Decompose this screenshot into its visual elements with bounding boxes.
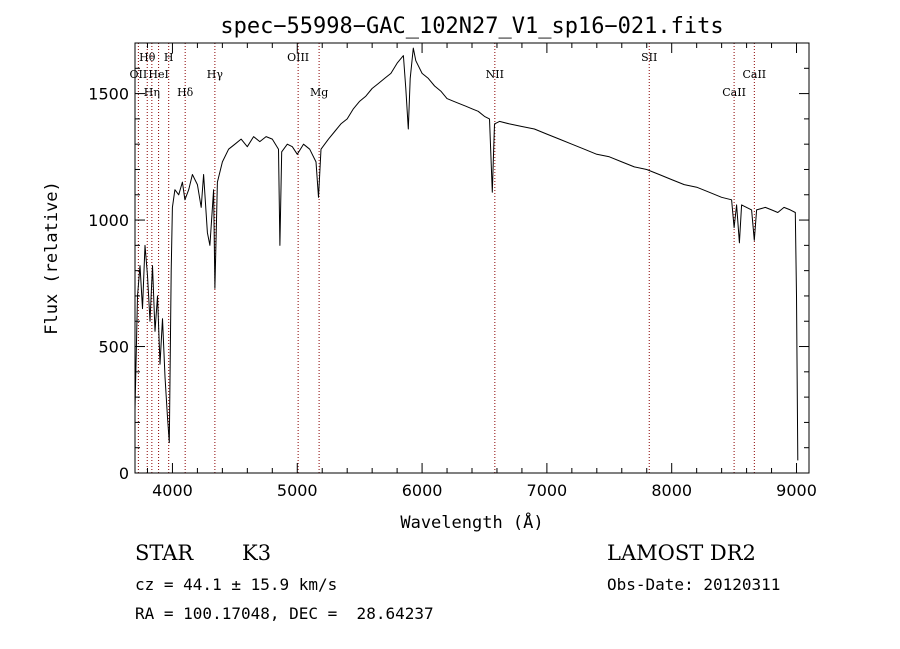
y-axis-label: Flux (relative) (42, 181, 62, 335)
x-axis-label: Wavelength (Å) (400, 511, 543, 533)
spectral-line-label: Hη (144, 86, 160, 99)
spectral-line-label: Hγ (207, 68, 224, 81)
spectral-line-label: HeI (148, 68, 168, 81)
spectral-line-labels: Hθ H OII HeI Hη Hδ Hγ OIII Mg NII SII CaII CaII (130, 51, 767, 99)
y-tick-label: 500 (98, 338, 129, 357)
spectrum-series-line (134, 47, 799, 461)
object-class: STAR (135, 541, 194, 565)
spectral-line-label: OIII (287, 51, 309, 64)
x-axis: 4000 5000 6000 7000 8000 9000 (146, 43, 817, 500)
spectral-line-label: Hθ (139, 51, 156, 64)
object-subclass: K3 (242, 541, 272, 565)
x-tick-label: 9000 (776, 481, 817, 500)
y-tick-label: 1500 (88, 85, 129, 104)
x-tick-label: 5000 (277, 481, 318, 500)
spectral-line-markers (137, 43, 755, 473)
spectral-line-label: CaII (722, 86, 746, 99)
chart-title: spec−55998−GAC_102N27_V1_sp16−021.fits (220, 14, 723, 39)
y-axis: 0 500 1000 1500 (88, 42, 809, 483)
x-tick-label: 8000 (651, 481, 692, 500)
velocity-readout: cz = 44.1 ± 15.9 km/s (135, 575, 338, 594)
spectral-line-label: NII (486, 68, 504, 81)
spectral-line-label: OII (130, 68, 148, 81)
spectral-line-label: CaII (742, 68, 766, 81)
spectral-line-label: SII (641, 51, 657, 64)
plot-frame (134, 42, 810, 474)
x-tick-label: 6000 (402, 481, 443, 500)
spectral-line-label: H (164, 51, 174, 64)
observation-date: Obs-Date: 20120311 (607, 575, 781, 594)
spectral-line-label: Hδ (177, 86, 194, 99)
spectral-line-label: Mg (310, 86, 328, 99)
coordinates-readout: RA = 100.17048, DEC = 28.64237 (135, 604, 434, 623)
x-tick-label: 7000 (527, 481, 568, 500)
y-tick-label: 0 (119, 464, 129, 483)
y-tick-label: 1000 (88, 211, 129, 230)
x-tick-label: 4000 (152, 481, 193, 500)
survey-name: LAMOST DR2 (607, 541, 756, 565)
